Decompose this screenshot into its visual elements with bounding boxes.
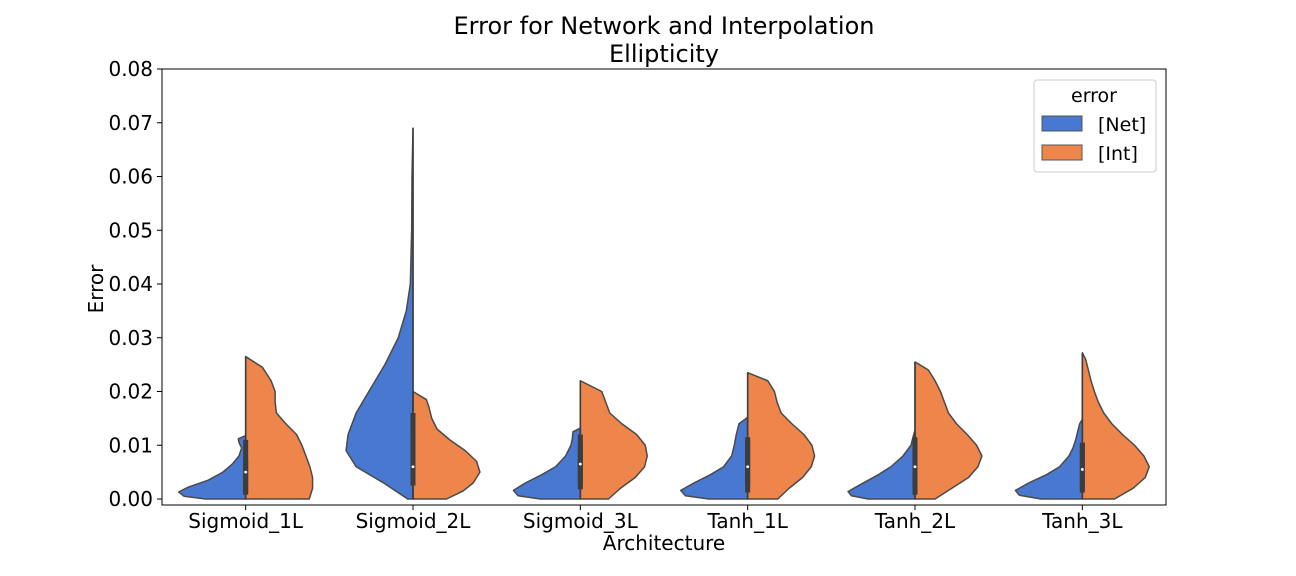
y-axis-ticks: 0.00 0.01 0.02 0.03 0.04 0.05 0.06 0.07 0.08 <box>108 57 162 511</box>
median-dot <box>1080 468 1084 471</box>
violin-net <box>177 434 247 500</box>
x-tick-label: Sigmoid_2L <box>356 509 472 533</box>
median-dot <box>578 462 582 466</box>
iqr-box <box>577 434 583 486</box>
x-tick-label: Sigmoid_3L <box>523 509 639 533</box>
x-tick-label: Tanh_1L <box>706 509 788 533</box>
iqr-box <box>410 439 416 486</box>
y-tick-label: 0.04 <box>108 272 153 296</box>
x-tick-label: Tanh_2L <box>874 509 956 533</box>
median-dot <box>913 465 917 469</box>
x-axis-label: Architecture <box>603 531 725 555</box>
violin-net <box>847 429 916 500</box>
violin-int <box>1081 352 1151 500</box>
iqr-box <box>1079 442 1085 491</box>
legend-swatch-int <box>1041 144 1083 161</box>
violin-layer <box>177 127 1151 500</box>
violin-net <box>679 416 749 500</box>
x-tick-label: Tanh_3L <box>1041 509 1123 533</box>
violin-int <box>746 371 816 500</box>
iqr-box <box>243 439 249 495</box>
legend-swatch-net <box>1041 115 1083 132</box>
plot-frame <box>161 68 1167 506</box>
violin-net <box>1014 418 1084 500</box>
y-tick-label: 0.07 <box>108 111 153 135</box>
median-dot <box>746 465 750 469</box>
violin-net <box>345 127 414 500</box>
legend-title: error <box>1071 85 1117 107</box>
x-axis-ticks: Sigmoid_1L Sigmoid_2L Sigmoid_3L Tanh_1L Tan… <box>188 505 1123 533</box>
legend-label-net: [Net] <box>1098 114 1146 136</box>
violin-int <box>412 390 481 500</box>
y-tick-label: 0.00 <box>108 487 153 511</box>
y-tick-label: 0.01 <box>108 433 153 457</box>
x-tick-label: Sigmoid_1L <box>188 509 304 533</box>
y-axis-label: Error <box>84 264 108 314</box>
violin-int <box>244 355 314 500</box>
y-tick-label: 0.03 <box>108 326 153 350</box>
y-tick-label: 0.02 <box>108 380 153 404</box>
iqr-box <box>912 437 918 489</box>
y-tick-label: 0.05 <box>108 218 153 242</box>
chart-title: Error for Network and Interpolation <box>454 12 875 40</box>
violin-net <box>512 427 582 500</box>
y-tick-label: 0.06 <box>108 165 153 189</box>
violin-int <box>579 380 649 500</box>
legend-label-int: [Int] <box>1098 143 1138 165</box>
median-dot <box>411 465 415 469</box>
legend: error [Net] [Int] <box>1033 79 1157 173</box>
violin-int <box>914 361 983 500</box>
iqr-box <box>745 437 751 486</box>
y-tick-label: 0.08 <box>108 57 153 81</box>
chart-subtitle: Ellipticity <box>609 40 719 68</box>
median-dot <box>244 470 248 474</box>
